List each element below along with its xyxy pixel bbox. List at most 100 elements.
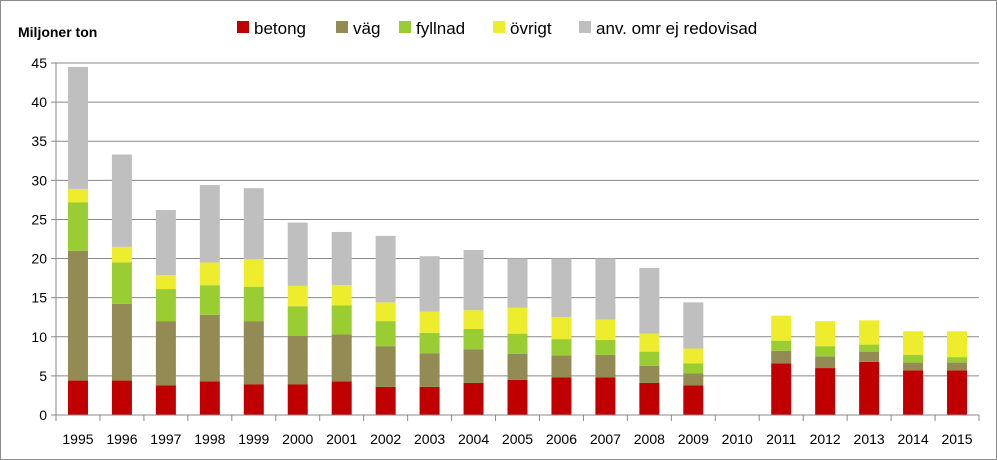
- bar-segment: [67, 202, 88, 251]
- bar-segment: [683, 385, 704, 415]
- bar-segment: [375, 302, 396, 322]
- y-tick-label: 25: [31, 211, 47, 227]
- x-tick-label: 2005: [502, 431, 533, 447]
- y-tick-label: 0: [39, 407, 47, 423]
- bar-segment: [67, 250, 88, 381]
- bar-segment: [551, 317, 572, 340]
- legend-swatch: [237, 21, 249, 33]
- x-tick-label: 2002: [370, 431, 401, 447]
- x-tick-label: 2004: [458, 431, 489, 447]
- bar-segment: [155, 210, 176, 275]
- bar-segment: [375, 321, 396, 347]
- bar-segment: [595, 354, 616, 378]
- bar-segment: [815, 346, 836, 357]
- y-tick-labels: 0 5 10 15 20 25 30 35 40 45: [31, 55, 47, 423]
- bar-segment: [683, 348, 704, 364]
- bar-segment: [947, 370, 968, 415]
- bar-segment: [551, 339, 572, 356]
- bar-segment: [507, 379, 528, 415]
- y-tick-label: 40: [31, 94, 47, 110]
- bar-segment: [111, 246, 132, 263]
- bars: [67, 66, 968, 415]
- legend-label: anv. omr ej redovisad: [596, 19, 757, 38]
- x-tick-label: 2015: [941, 431, 972, 447]
- bar-segment: [331, 285, 352, 306]
- bar-segment: [287, 306, 308, 336]
- bar-segment: [111, 380, 132, 415]
- bar-segment: [903, 354, 924, 363]
- x-tick-label: 2009: [678, 431, 709, 447]
- bar-segment: [903, 370, 924, 415]
- y-tick-label: 45: [31, 55, 47, 71]
- bar-segment: [375, 386, 396, 415]
- bar-segment: [859, 361, 880, 415]
- bar-segment: [331, 231, 352, 286]
- legend-label: betong: [254, 19, 306, 38]
- bar-segment: [815, 368, 836, 415]
- bar-segment: [375, 346, 396, 387]
- x-tick-labels: 1995 1996 1997 1998 1999 2000 2001 2002 2003 2004…: [62, 431, 972, 447]
- bar-segment: [287, 222, 308, 286]
- x-tick-label: 1998: [194, 431, 225, 447]
- bar-segment: [947, 357, 968, 363]
- bar-segment: [683, 302, 704, 349]
- bar-segment: [859, 320, 880, 345]
- legend-label: väg: [353, 19, 380, 38]
- bar-segment: [859, 344, 880, 352]
- bar-segment: [771, 363, 792, 415]
- x-tick-label: 2012: [810, 431, 841, 447]
- bar-segment: [287, 285, 308, 307]
- bar-segment: [639, 365, 660, 383]
- bar-segment: [947, 331, 968, 358]
- bar-segment: [419, 311, 440, 333]
- x-tick-label: 2003: [414, 431, 445, 447]
- legend-swatch: [336, 21, 348, 33]
- bar-segment: [463, 349, 484, 383]
- bar-segment: [155, 289, 176, 322]
- bar-segment: [331, 381, 352, 415]
- bar-segment: [199, 314, 220, 382]
- y-tick-label: 35: [31, 133, 47, 149]
- bar-segment: [771, 340, 792, 351]
- legend-label: övrigt: [510, 19, 552, 38]
- bar-segment: [111, 154, 132, 247]
- bar-segment: [243, 321, 264, 385]
- y-tick-label: 5: [39, 368, 47, 384]
- bar-segment: [683, 363, 704, 374]
- bar-segment: [67, 380, 88, 415]
- x-tick-label: 2007: [590, 431, 621, 447]
- bar-segment: [199, 185, 220, 263]
- bar-segment: [287, 335, 308, 385]
- bar-segment: [67, 66, 88, 189]
- y-axis-title: Miljoner ton: [18, 24, 97, 40]
- bar-segment: [639, 382, 660, 415]
- x-tick-label: 2013: [854, 431, 885, 447]
- legend-label: fyllnad: [416, 19, 465, 38]
- bar-segment: [463, 310, 484, 329]
- bar-segment: [287, 384, 308, 415]
- bar-segment: [111, 262, 132, 304]
- bar-segment: [67, 188, 88, 203]
- legend: betong väg fyllnad övrigt anv. omr ej redovi…: [237, 19, 757, 38]
- bar-segment: [331, 305, 352, 335]
- y-tick-label: 10: [31, 329, 47, 345]
- bar-segment: [155, 321, 176, 386]
- x-tick-label: 2010: [722, 431, 753, 447]
- bar-segment: [595, 377, 616, 415]
- bar-segment: [331, 334, 352, 382]
- bar-segment: [815, 356, 836, 369]
- legend-swatch: [399, 21, 411, 33]
- x-tick-label: 2011: [766, 431, 796, 447]
- bar-segment: [639, 351, 660, 366]
- bar-segment: [947, 362, 968, 371]
- bar-segment: [815, 321, 836, 347]
- bar-segment: [419, 256, 440, 312]
- bar-segment: [595, 339, 616, 355]
- bar-segment: [111, 303, 132, 381]
- legend-swatch: [579, 21, 591, 33]
- bar-segment: [507, 353, 528, 380]
- y-tick-label: 15: [31, 290, 47, 306]
- x-tick-label: 1995: [62, 431, 93, 447]
